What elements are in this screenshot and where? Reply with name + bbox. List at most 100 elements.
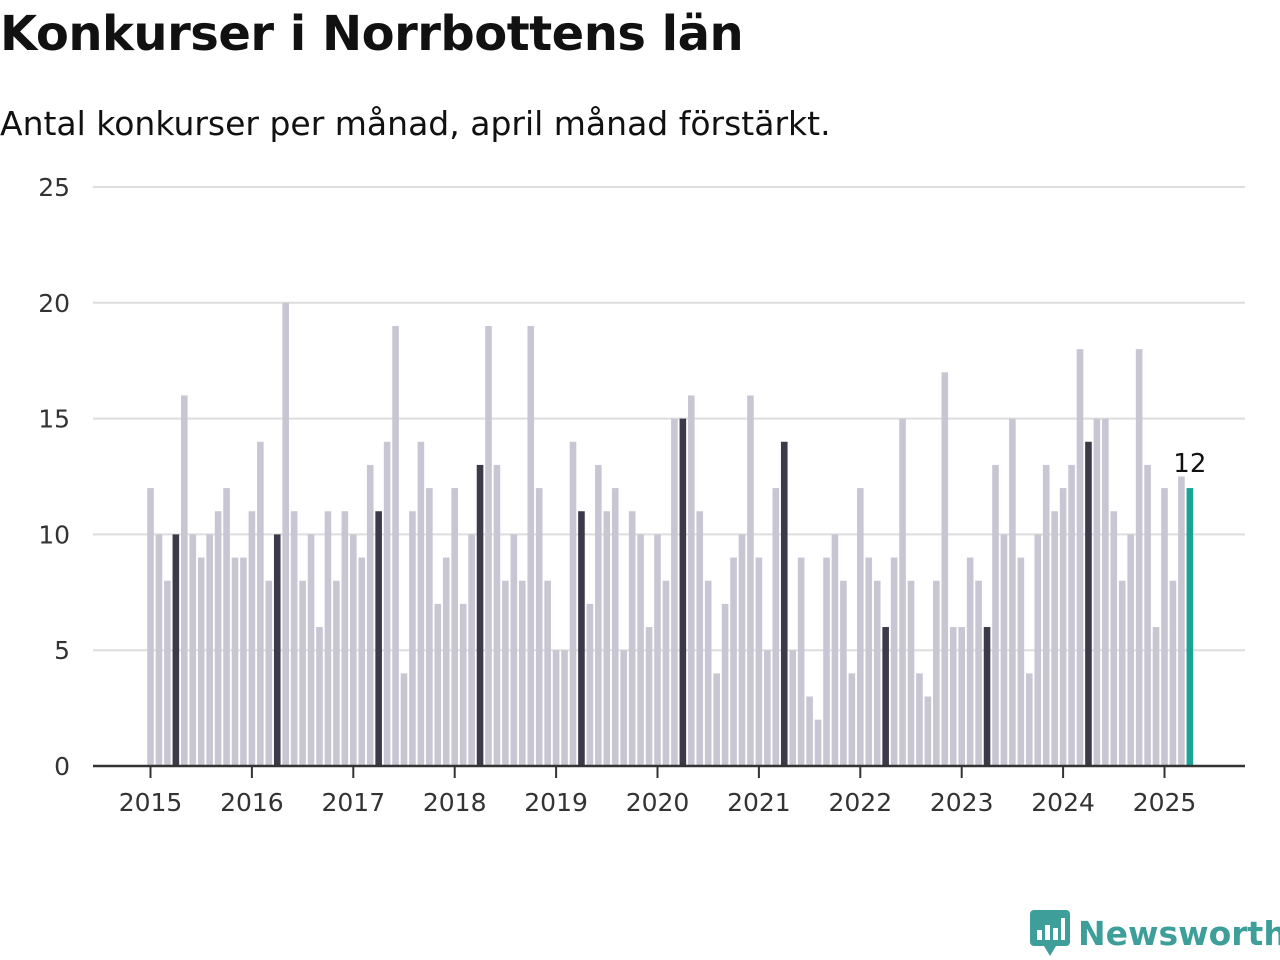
bar (578, 511, 585, 766)
bar (1009, 418, 1016, 766)
x-tick-label: 2016 (220, 788, 284, 817)
bar (1051, 511, 1058, 766)
bar (527, 325, 535, 766)
data-labels: 12 (1173, 449, 1206, 479)
bar (257, 441, 264, 766)
bar (485, 325, 492, 766)
bar (299, 580, 306, 766)
newsworthy-logo: Newsworthy (1030, 910, 1280, 956)
y-tick-label: 25 (38, 173, 70, 202)
bar (620, 650, 627, 766)
bar (764, 650, 771, 766)
bar (1076, 349, 1084, 766)
bar (1000, 534, 1008, 766)
bar (214, 511, 222, 766)
bar (519, 580, 526, 766)
bar (1161, 488, 1168, 766)
y-tick-label: 5 (54, 636, 70, 665)
bar (426, 488, 433, 766)
x-tick-label: 2022 (828, 788, 892, 817)
bar (992, 464, 999, 766)
bar (966, 557, 974, 766)
bar (561, 650, 568, 766)
bar (958, 627, 965, 766)
bar (333, 580, 340, 766)
bar (704, 580, 712, 766)
bar (1085, 441, 1092, 766)
bar (789, 650, 796, 766)
bar (417, 441, 425, 766)
bar (1178, 476, 1185, 766)
bar (231, 557, 239, 766)
bar (535, 488, 543, 766)
bar (780, 441, 788, 766)
bar (806, 696, 813, 766)
bar (899, 418, 906, 766)
bar (223, 488, 230, 766)
bar (324, 511, 332, 766)
bar (975, 580, 982, 766)
bar (240, 557, 247, 766)
y-tick-label: 0 (54, 752, 70, 781)
x-tick-label: 2015 (119, 788, 183, 817)
bar (671, 418, 678, 766)
bar (1093, 418, 1101, 766)
bar (552, 650, 560, 766)
bar (510, 534, 518, 766)
bar (1169, 580, 1177, 766)
bar (831, 534, 839, 766)
bar (730, 557, 737, 766)
bars (147, 302, 1194, 766)
bar (814, 719, 822, 766)
bar (569, 441, 577, 766)
bar (181, 395, 188, 766)
bar (189, 534, 197, 766)
bar (147, 488, 154, 766)
bar (916, 673, 923, 766)
bar (738, 534, 746, 766)
bar (1186, 488, 1194, 766)
bar (637, 534, 644, 766)
bar (1059, 488, 1067, 766)
bar (628, 511, 636, 766)
bar (840, 580, 847, 766)
bar (1135, 349, 1143, 766)
y-axis: 0 5 10 15 20 25 (38, 173, 70, 781)
bar (206, 534, 213, 766)
bar (1144, 464, 1151, 766)
bar (983, 627, 991, 766)
x-tick-label: 2023 (930, 788, 994, 817)
bar (797, 557, 805, 766)
bar (1118, 580, 1126, 766)
bar (316, 627, 323, 766)
bar (603, 511, 611, 766)
y-tick-label: 15 (38, 405, 70, 434)
y-tick-label: 10 (38, 520, 70, 549)
bar (366, 464, 374, 766)
bar (392, 325, 399, 766)
bar (755, 557, 763, 766)
bar (1034, 534, 1042, 766)
bar (586, 603, 594, 766)
bar (265, 580, 273, 766)
bar (1127, 534, 1134, 766)
bar (290, 511, 298, 766)
bar (941, 372, 949, 766)
x-tick-label: 2024 (1031, 788, 1095, 817)
bar (434, 603, 442, 766)
bar (679, 418, 687, 766)
bar (645, 627, 653, 766)
bar (696, 511, 704, 766)
bar (476, 464, 484, 766)
bar (197, 557, 205, 766)
bar (1068, 464, 1075, 766)
bar (848, 673, 856, 766)
brand-name: Newsworthy (1078, 913, 1280, 953)
bar (662, 580, 670, 766)
bar (468, 534, 475, 766)
bar (400, 673, 408, 766)
bar (544, 580, 551, 766)
bar (273, 534, 281, 766)
y-tick-label: 20 (38, 289, 70, 318)
